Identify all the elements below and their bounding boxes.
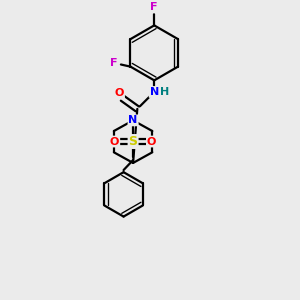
Text: N: N [150, 87, 159, 97]
Text: O: O [115, 88, 124, 98]
Text: N: N [128, 116, 138, 125]
Text: O: O [110, 136, 119, 146]
Text: F: F [151, 2, 158, 12]
Text: O: O [147, 136, 156, 146]
Text: S: S [129, 135, 138, 148]
Text: F: F [110, 58, 118, 68]
Text: H: H [160, 87, 170, 97]
